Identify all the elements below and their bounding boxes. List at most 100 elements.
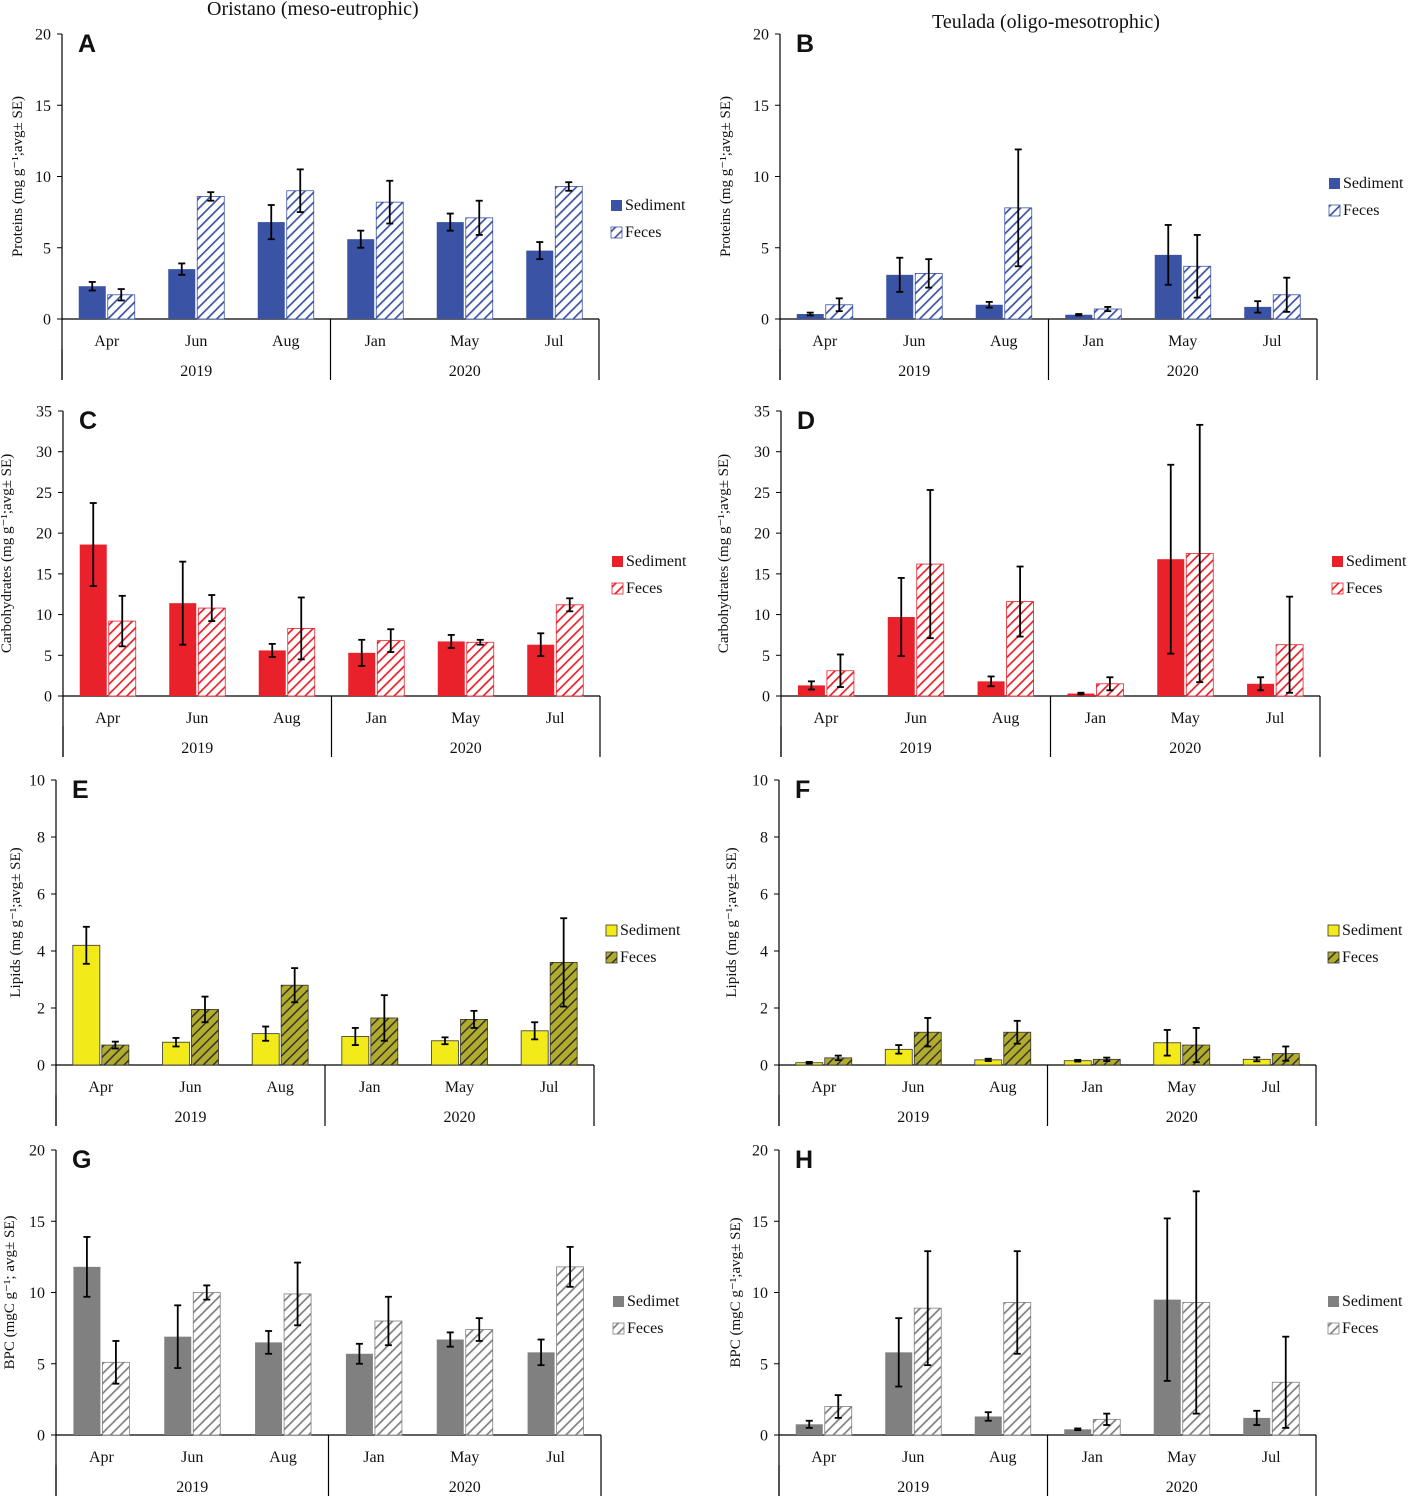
panel-letter: D xyxy=(797,407,815,435)
y-tick-label: 4 xyxy=(760,944,768,961)
bar-sediment xyxy=(255,1342,283,1435)
y-tick-label: 20 xyxy=(752,1143,768,1160)
y-tick-label: 10 xyxy=(29,1285,45,1302)
group-label: 2019 xyxy=(897,1479,929,1496)
legend-label: Feces xyxy=(1342,949,1378,966)
legend-label: Sediment xyxy=(1342,922,1403,939)
category-label: Apr xyxy=(89,1449,115,1466)
y-tick-label: 10 xyxy=(753,169,769,186)
y-tick-label: 0 xyxy=(44,689,52,706)
y-axis-label: Lipids (mg g⁻¹;avg± SE) xyxy=(8,847,24,997)
bar-sediment xyxy=(526,250,554,319)
y-tick-label: 8 xyxy=(760,830,768,847)
group-label: 2019 xyxy=(176,1479,208,1496)
category-label: Jul xyxy=(1266,710,1285,727)
category-label: Jan xyxy=(1083,333,1104,350)
y-tick-label: 0 xyxy=(760,1058,768,1075)
y-tick-label: 10 xyxy=(754,607,770,624)
bar-feces xyxy=(107,294,136,320)
panel-letter: B xyxy=(796,30,814,58)
legend-swatch xyxy=(611,582,624,595)
y-axis-label: Carbohydrates (mg g⁻¹;avg± SE) xyxy=(0,454,15,653)
category-label: Aug xyxy=(266,1079,294,1096)
y-tick-label: 15 xyxy=(754,566,770,583)
group-label: 2020 xyxy=(1166,1109,1198,1126)
bar-sediment xyxy=(1065,314,1093,319)
category-label: Jun xyxy=(186,710,208,727)
y-tick-label: 25 xyxy=(754,485,770,502)
bar-sediment xyxy=(977,681,1005,696)
group-label: 2019 xyxy=(898,363,930,380)
y-tick-label: 0 xyxy=(37,1428,45,1445)
y-tick-label: 0 xyxy=(760,1428,768,1445)
category-label: Jul xyxy=(540,1079,559,1096)
legend-swatch xyxy=(1328,204,1341,217)
group-label: 2020 xyxy=(444,1109,476,1126)
legend-label: Feces xyxy=(1342,1320,1378,1337)
panel-letter: G xyxy=(72,1146,91,1174)
category-label: Apr xyxy=(811,1079,837,1096)
category-label: Aug xyxy=(269,1449,297,1466)
y-tick-label: 15 xyxy=(36,566,52,583)
y-tick-label: 25 xyxy=(36,485,52,502)
category-label: May xyxy=(450,333,479,350)
legend-swatch xyxy=(1327,1322,1340,1335)
bar-sediment xyxy=(168,269,196,319)
panel-G: 0 5 10 15 20 Apr Jun Aug Jan May Jul 2019 2020 BPC (m… xyxy=(2,1143,680,1496)
y-tick-label: 0 xyxy=(43,312,51,329)
legend-swatch xyxy=(605,924,618,937)
category-label: Jun xyxy=(902,1079,924,1096)
category-label: Jan xyxy=(366,710,387,727)
bar-sediment xyxy=(345,1353,373,1435)
y-tick-label: 5 xyxy=(762,648,770,665)
y-tick-label: 0 xyxy=(761,312,769,329)
bar-sediment xyxy=(975,304,1003,319)
bar-sediment xyxy=(795,1424,823,1435)
category-label: Jul xyxy=(545,333,564,350)
y-tick-label: 30 xyxy=(754,444,770,461)
category-label: Aug xyxy=(990,333,1018,350)
bar-feces xyxy=(556,1266,584,1436)
legend-swatch xyxy=(1332,556,1343,567)
group-label: 2020 xyxy=(1167,363,1199,380)
category-label: Jan xyxy=(359,1079,380,1096)
panel-letter: H xyxy=(795,1146,813,1174)
legend-label: Feces xyxy=(1343,202,1379,219)
legend-label: Sediment xyxy=(1346,553,1407,570)
legend-swatch xyxy=(612,556,623,567)
y-axis-label: Proteins (mg g⁻¹;avg± SE) xyxy=(718,96,734,257)
category-label: May xyxy=(1168,333,1197,350)
bar-sediment xyxy=(436,222,464,319)
legend-swatch xyxy=(612,1322,625,1335)
panel-letter: F xyxy=(795,776,810,804)
y-tick-label: 5 xyxy=(43,240,51,257)
bar-sediment xyxy=(1064,1429,1092,1435)
panel-E: 0 2 4 6 8 10 Apr Jun Aug Jan May Jul 2019 2020 Lipids … xyxy=(8,773,681,1126)
site-title-teulada: Teulada (oligo-mesotrophic) xyxy=(932,11,1160,33)
legend-swatch xyxy=(1331,582,1344,595)
bar-feces xyxy=(466,641,495,697)
category-label: May xyxy=(1167,1449,1196,1466)
category-label: Apr xyxy=(813,710,839,727)
y-tick-label: 20 xyxy=(753,27,769,44)
category-label: Jul xyxy=(1262,1079,1281,1096)
legend-swatch xyxy=(1327,951,1340,964)
y-tick-label: 10 xyxy=(29,773,45,790)
y-tick-label: 20 xyxy=(29,1143,45,1160)
bar-feces xyxy=(196,196,225,320)
y-tick-label: 35 xyxy=(36,404,52,421)
bar-feces xyxy=(555,604,584,697)
y-tick-label: 5 xyxy=(44,648,52,665)
category-label: Jun xyxy=(902,1449,924,1466)
y-tick-label: 2 xyxy=(37,1001,45,1018)
category-label: Apr xyxy=(88,1079,114,1096)
group-label: 2019 xyxy=(897,1109,929,1126)
bar-sediment xyxy=(974,1416,1002,1435)
y-tick-label: 8 xyxy=(37,830,45,847)
category-label: Apr xyxy=(94,333,120,350)
category-label: Jan xyxy=(1082,1449,1103,1466)
legend-label: Feces xyxy=(626,580,662,597)
y-tick-label: 10 xyxy=(752,773,768,790)
legend-swatch xyxy=(1327,924,1340,937)
